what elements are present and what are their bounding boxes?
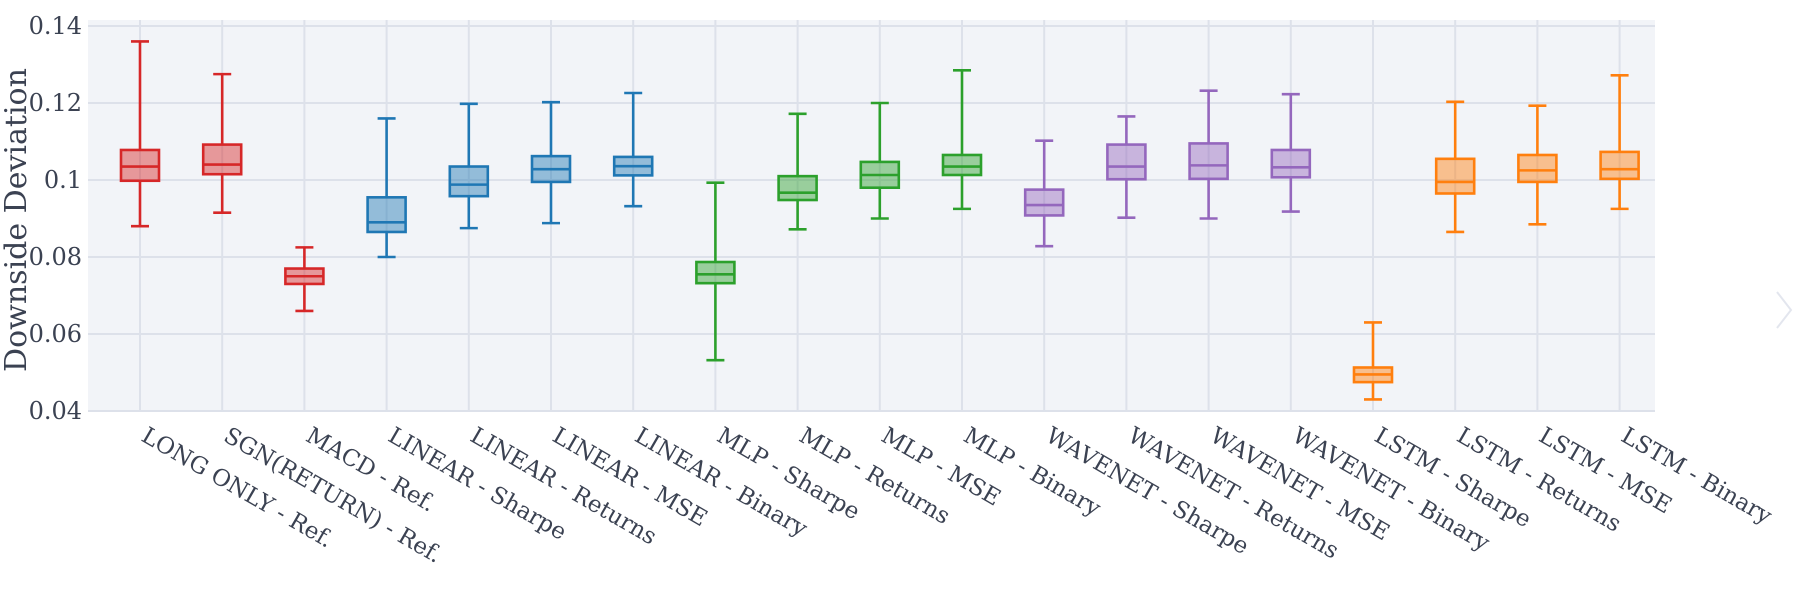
box-series xyxy=(119,40,1640,401)
y-axis-ticks: 0.04 0.06 0.08 0.1 0.12 0.14 xyxy=(29,12,82,425)
y-tick-label: 0.12 xyxy=(29,89,82,117)
box-iqr xyxy=(1517,153,1558,184)
box-lstm-returns xyxy=(1434,100,1476,234)
box-lstm-sharpe xyxy=(1352,321,1394,401)
y-tick-label: 0.14 xyxy=(29,12,82,40)
box-iqr xyxy=(1188,142,1229,181)
box-linear-binary xyxy=(612,91,654,208)
box-wavenet-binary xyxy=(1270,92,1312,213)
box-iqr xyxy=(1023,188,1065,217)
box-iqr xyxy=(1599,150,1640,181)
box-iqr xyxy=(1434,157,1476,195)
y-tick-label: 0.08 xyxy=(29,243,82,271)
y-tick-label: 0.06 xyxy=(29,320,82,348)
x-axis-ticks: LONG ONLY - Ref.SGN(RETURN) - Ref.MACD -… xyxy=(137,423,1776,569)
box-iqr xyxy=(941,153,983,177)
box-mlp-binary xyxy=(941,68,983,211)
box-long-only-ref xyxy=(119,40,161,228)
box-linear-mse xyxy=(530,100,572,225)
box-wavenet-returns xyxy=(1106,115,1147,220)
box-lstm-mse xyxy=(1517,104,1558,226)
y-axis-title: Downside Deviation xyxy=(0,68,34,372)
box-iqr xyxy=(1106,143,1147,181)
box-wavenet-mse xyxy=(1188,89,1229,220)
y-tick-label: 0.04 xyxy=(29,397,82,425)
box-lstm-binary xyxy=(1599,73,1640,211)
y-tick-label: 0.1 xyxy=(44,166,82,194)
box-linear-sharpe xyxy=(366,117,407,259)
box-iqr xyxy=(777,174,818,202)
box-iqr xyxy=(695,260,736,285)
box-macd-ref xyxy=(284,246,325,313)
box-linear-returns xyxy=(448,102,490,230)
box-iqr xyxy=(201,143,243,176)
chevron-right-icon[interactable] xyxy=(1773,288,1795,332)
box-sgn-return-ref xyxy=(201,72,243,215)
box-iqr xyxy=(366,196,407,234)
box-mlp-mse xyxy=(859,101,901,220)
box-mlp-returns xyxy=(777,112,818,231)
box-iqr xyxy=(448,165,490,198)
box-mlp-sharpe xyxy=(695,181,736,362)
x-tick-label: MLP - Binary xyxy=(959,423,1105,522)
plot-background xyxy=(88,20,1655,412)
box-wavenet-sharpe xyxy=(1023,139,1065,248)
box-iqr xyxy=(1270,148,1312,179)
